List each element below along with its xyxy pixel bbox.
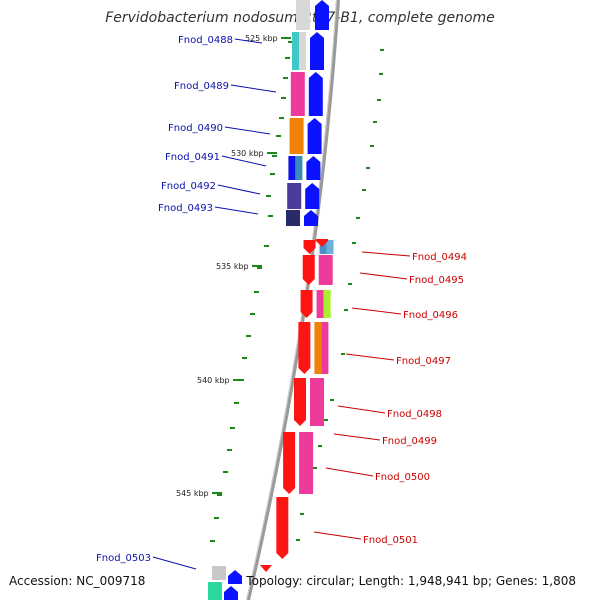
cog-box xyxy=(318,255,333,285)
cog-box xyxy=(295,156,303,180)
gene-leader-line xyxy=(333,433,381,441)
gene-label: Fnod_0500 xyxy=(375,472,430,483)
gene-leader-line xyxy=(313,531,362,540)
reverse-gene-arrow xyxy=(293,378,306,426)
forward-gene-arrow xyxy=(305,183,320,209)
scale-label: 525 kbp xyxy=(245,34,278,43)
scale-label: 540 kbp xyxy=(197,376,230,385)
accession-text: Accession: NC_009718 xyxy=(9,574,146,588)
gene-leader-line xyxy=(152,556,197,570)
cog-box xyxy=(286,210,300,226)
cog-box xyxy=(299,432,314,494)
reverse-gene-arrow xyxy=(303,240,316,254)
cog-box xyxy=(290,72,305,116)
gene-label: Fnod_0489 xyxy=(174,81,229,92)
cog-box xyxy=(309,378,324,426)
gene-leader-line xyxy=(359,272,408,280)
gene-leader-line xyxy=(337,405,386,414)
gene-leader-line xyxy=(325,467,374,477)
cog-box xyxy=(319,240,327,254)
forward-gene-arrow xyxy=(310,32,324,70)
forward-gene-arrow xyxy=(228,570,242,584)
cog-box xyxy=(296,0,310,30)
reverse-gene-arrow xyxy=(300,290,313,318)
reverse-gene-arrow xyxy=(298,322,311,374)
forward-gene-arrow xyxy=(304,210,318,226)
cog-box xyxy=(289,118,304,154)
cog-box xyxy=(323,290,331,318)
gene-label: Fnod_0496 xyxy=(403,310,458,321)
gene-label: Fnod_0503 xyxy=(96,553,151,564)
scale-label: 530 kbp xyxy=(231,149,264,158)
forward-gene-arrow xyxy=(308,72,323,116)
cog-box xyxy=(314,322,322,374)
forward-gene-arrow xyxy=(224,586,238,600)
gene-label: Fnod_0488 xyxy=(178,35,233,46)
reverse-gene-arrow xyxy=(316,239,328,247)
gene-label: Fnod_0499 xyxy=(382,436,437,447)
cog-box xyxy=(321,322,329,374)
gene-leader-line xyxy=(224,126,271,135)
gene-label: Fnod_0495 xyxy=(409,275,464,286)
cog-box xyxy=(326,240,334,254)
gene-label: Fnod_0501 xyxy=(363,535,418,546)
gene-label: Fnod_0490 xyxy=(168,123,223,134)
reverse-gene-arrow xyxy=(283,432,296,494)
gene-leader-line xyxy=(230,84,277,93)
reverse-gene-arrow xyxy=(302,255,315,285)
gene-leader-line xyxy=(345,353,395,361)
gene-leader-line xyxy=(234,38,263,44)
forward-gene-arrow xyxy=(306,156,321,180)
gene-leader-line xyxy=(351,307,402,315)
gene-label: Fnod_0491 xyxy=(165,152,220,163)
forward-gene-arrow xyxy=(315,0,329,30)
cog-box xyxy=(316,290,324,318)
cog-box xyxy=(292,32,299,70)
cog-box xyxy=(212,566,226,580)
cog-box xyxy=(208,582,222,600)
cog-box xyxy=(287,183,302,209)
forward-gene-arrow xyxy=(307,118,322,154)
cog-box xyxy=(288,156,296,180)
reverse-gene-arrow xyxy=(276,497,289,559)
scale-label: 545 kbp xyxy=(176,489,209,498)
gene-label: Fnod_0494 xyxy=(412,252,467,263)
gene-leader-line xyxy=(361,251,411,257)
gene-leader-line xyxy=(214,206,259,215)
reverse-gene-arrow xyxy=(260,565,272,572)
scale-label: 535 kbp xyxy=(216,262,249,271)
gene-label: Fnod_0498 xyxy=(387,409,442,420)
gene-leader-line xyxy=(217,184,261,195)
cog-box xyxy=(299,32,306,70)
gene-leader-line xyxy=(221,155,267,167)
gene-label: Fnod_0497 xyxy=(396,356,451,367)
gene-label: Fnod_0492 xyxy=(161,181,216,192)
topology-text: Topology: circular; Length: 1,948,941 bp… xyxy=(246,574,576,588)
gene-label: Fnod_0493 xyxy=(158,203,213,214)
